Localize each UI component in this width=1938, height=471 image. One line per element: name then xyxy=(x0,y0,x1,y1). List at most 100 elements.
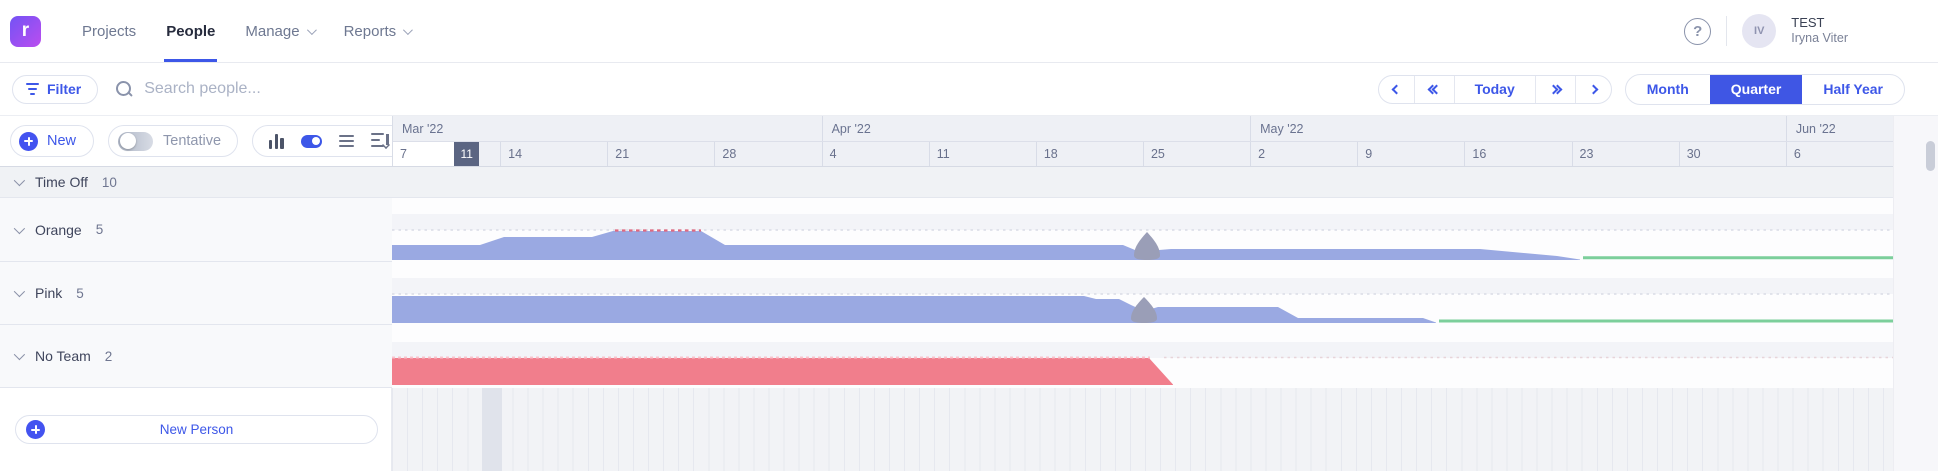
week-cell: 14 xyxy=(500,142,607,166)
search-icon xyxy=(114,79,134,99)
bottom-band: New Person xyxy=(0,388,1938,471)
nav-item-reports[interactable]: Reports xyxy=(329,0,426,62)
team-label-pink[interactable]: Pink 5 xyxy=(0,262,392,324)
week-cell: 9 xyxy=(1357,142,1464,166)
week-cell: 16 xyxy=(1464,142,1571,166)
week-start-day: 28 xyxy=(722,147,737,161)
week-start-day: 14 xyxy=(508,147,523,161)
fast-prev-button[interactable] xyxy=(1413,75,1454,103)
capacity-chart-pink xyxy=(392,262,1893,325)
fast-next-button[interactable] xyxy=(1534,75,1575,103)
week-cell: 11 7 xyxy=(393,142,500,166)
filter-icon xyxy=(26,83,39,95)
week-start-day: 18 xyxy=(1043,147,1058,161)
team-row-pink: Pink 5 xyxy=(0,262,1938,325)
filter-bar: Filter Today xyxy=(0,63,1938,116)
week-cell: 23 xyxy=(1571,142,1679,166)
user-name: Iryna Viter xyxy=(1791,31,1848,46)
chart-bars-icon[interactable] xyxy=(269,133,284,149)
week-start-day: 4 xyxy=(829,147,837,161)
over-capacity-band xyxy=(392,278,1893,294)
controls-band: New Tentative Mar '22 Apr '22 May '22 Jun '… xyxy=(0,116,1938,166)
vertical-scrollbar-thumb[interactable] xyxy=(1926,141,1935,171)
week-start-day: 6 xyxy=(1793,147,1801,161)
week-cell: 2 xyxy=(1250,142,1357,166)
pager-group: Today xyxy=(1377,74,1612,104)
week-cell: 18 xyxy=(1035,142,1143,166)
new-person-panel: New Person xyxy=(0,388,392,471)
timeline-weeks: 11 7 14 21 28 4 11 18 25 2 9 16 23 30 6 xyxy=(393,141,1893,166)
team-label-no-team[interactable]: No Team 2 xyxy=(0,325,392,387)
chevron-left-icon xyxy=(1391,84,1402,94)
top-nav: r Projects People Manage Reports ? IV TE… xyxy=(0,0,1938,63)
over-capacity-band xyxy=(392,342,1893,358)
month-label: Jun '22 xyxy=(1785,116,1893,141)
chevron-down-icon[interactable] xyxy=(13,348,26,361)
toggle-on-icon[interactable] xyxy=(300,134,322,148)
week-start-day: 25 xyxy=(1150,147,1165,161)
new-button[interactable]: New xyxy=(10,125,95,157)
week-cell: 6 xyxy=(1785,142,1893,166)
user-menu[interactable]: TEST Iryna Viter xyxy=(1791,15,1848,47)
week-cell: 30 xyxy=(1678,142,1786,166)
timeline-months: Mar '22 Apr '22 May '22 Jun '22 xyxy=(393,116,1893,141)
today-button[interactable]: Today xyxy=(1453,75,1535,103)
chevron-down-icon xyxy=(306,24,317,35)
team-row-orange: Orange 5 xyxy=(0,198,1938,262)
today-badge: 11 xyxy=(454,142,480,166)
weekend-stripe xyxy=(482,388,502,471)
toggle-off-icon xyxy=(118,131,154,151)
sort-icon[interactable] xyxy=(370,133,391,149)
list-view-icon[interactable] xyxy=(338,134,354,148)
search-input[interactable] xyxy=(144,80,445,98)
view-toggle: Month Quarter Half Year xyxy=(1624,73,1905,105)
team-label-orange[interactable]: Orange 5 xyxy=(0,198,392,261)
week-start-day: 9 xyxy=(1365,147,1373,161)
help-icon[interactable]: ? xyxy=(1684,17,1712,45)
group-count: 5 xyxy=(95,222,104,237)
week-cell: 28 xyxy=(714,142,821,166)
week-cell: 25 xyxy=(1142,142,1250,166)
week-start-day: 23 xyxy=(1579,147,1594,161)
new-person-button[interactable]: New Person xyxy=(15,415,378,444)
tentative-toggle[interactable]: Tentative xyxy=(108,125,239,157)
group-count: 10 xyxy=(101,174,117,190)
view-option-month[interactable]: Month xyxy=(1646,81,1689,97)
group-row-time-off[interactable]: Time Off 10 xyxy=(0,166,1893,198)
people-controls: New Tentative xyxy=(0,116,408,166)
view-option-half-year[interactable]: Half Year xyxy=(1823,81,1883,97)
view-mode-icon-group xyxy=(252,125,408,157)
current-week-highlight xyxy=(393,142,455,166)
org-name: TEST xyxy=(1791,15,1825,31)
search-box xyxy=(114,79,445,99)
avatar[interactable]: IV xyxy=(1742,14,1777,48)
nav-item-manage[interactable]: Manage xyxy=(230,0,328,62)
filter-button[interactable]: Filter xyxy=(12,74,99,104)
view-option-quarter[interactable]: Quarter xyxy=(1709,74,1803,104)
week-start-day: 7 xyxy=(400,147,407,161)
next-button[interactable] xyxy=(1574,75,1611,103)
group-count: 5 xyxy=(76,285,84,301)
nav-right-cluster: ? IV TEST Iryna Viter xyxy=(1684,0,1848,62)
week-start-day: 16 xyxy=(1472,147,1487,161)
nav-item-people[interactable]: People xyxy=(151,0,230,62)
timeline-header: Mar '22 Apr '22 May '22 Jun '22 11 7 14 21 28 4 1… xyxy=(392,116,1893,166)
week-cell: 11 xyxy=(928,142,1036,166)
nav-item-projects[interactable]: Projects xyxy=(82,22,137,40)
week-start-day: 11 xyxy=(936,147,950,161)
runn-logo-icon[interactable]: r xyxy=(10,15,41,47)
chevron-down-icon[interactable] xyxy=(13,222,26,234)
empty-schedule-grid xyxy=(392,388,1893,471)
capacity-chart-no-team xyxy=(392,325,1893,388)
week-cell: 21 xyxy=(607,142,714,166)
add-person-icon xyxy=(26,420,45,439)
month-label: May '22 xyxy=(1250,116,1786,141)
week-start-day: 2 xyxy=(1258,147,1266,161)
group-count: 2 xyxy=(104,348,113,364)
main-nav: Projects People Manage Reports xyxy=(67,0,425,62)
chevron-down-icon[interactable] xyxy=(13,174,26,187)
prev-button[interactable] xyxy=(1379,76,1414,103)
chevron-down-icon[interactable] xyxy=(13,285,26,298)
capacity-chart-orange xyxy=(392,198,1893,262)
